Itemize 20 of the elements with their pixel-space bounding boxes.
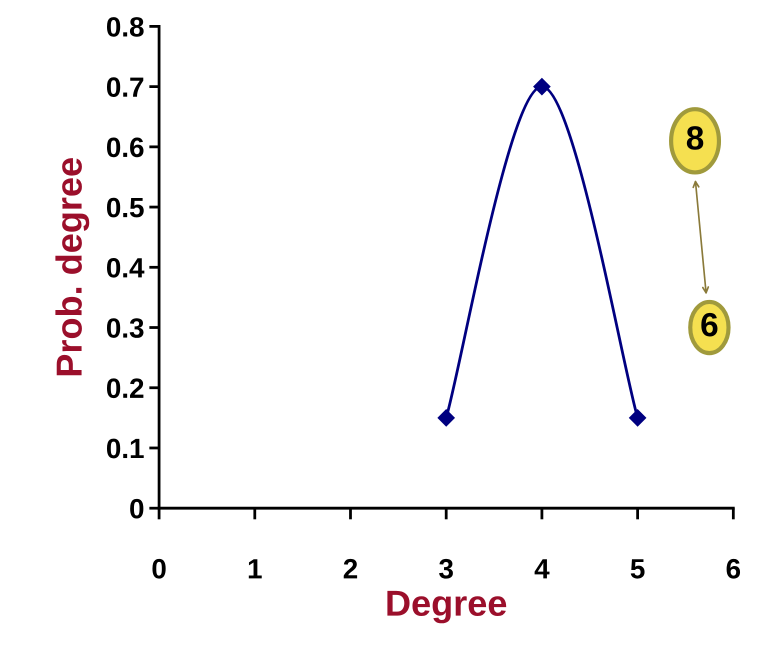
y-axis-title: Prob. degree — [55, 158, 90, 376]
annotation: 6 — [701, 312, 718, 336]
annotation: 8 — [686, 126, 704, 150]
x-axis-title: Degree — [387, 590, 506, 624]
y-tick-label: 0.8 — [106, 17, 144, 37]
y-tick-label: 0.2 — [106, 378, 144, 398]
x-tick-label: 2 — [344, 558, 358, 578]
x-tick-label: 6 — [726, 558, 740, 579]
x-tick-label: 1 — [248, 559, 262, 578]
y-tick-label: 0.7 — [106, 77, 144, 97]
y-tick-label: 0.5 — [106, 198, 144, 218]
x-tick-label: 0 — [152, 558, 166, 579]
y-tick-label: 0.4 — [106, 258, 144, 278]
x-tick-label: 5 — [630, 559, 645, 579]
y-tick-label: 0.1 — [106, 438, 144, 458]
y-tick-label: 0.6 — [106, 138, 144, 158]
y-tick-label: 0.3 — [106, 318, 144, 338]
x-tick-label: 3 — [439, 558, 453, 579]
y-tick-label: 0 — [130, 498, 144, 519]
x-tick-label: 4 — [534, 559, 550, 578]
